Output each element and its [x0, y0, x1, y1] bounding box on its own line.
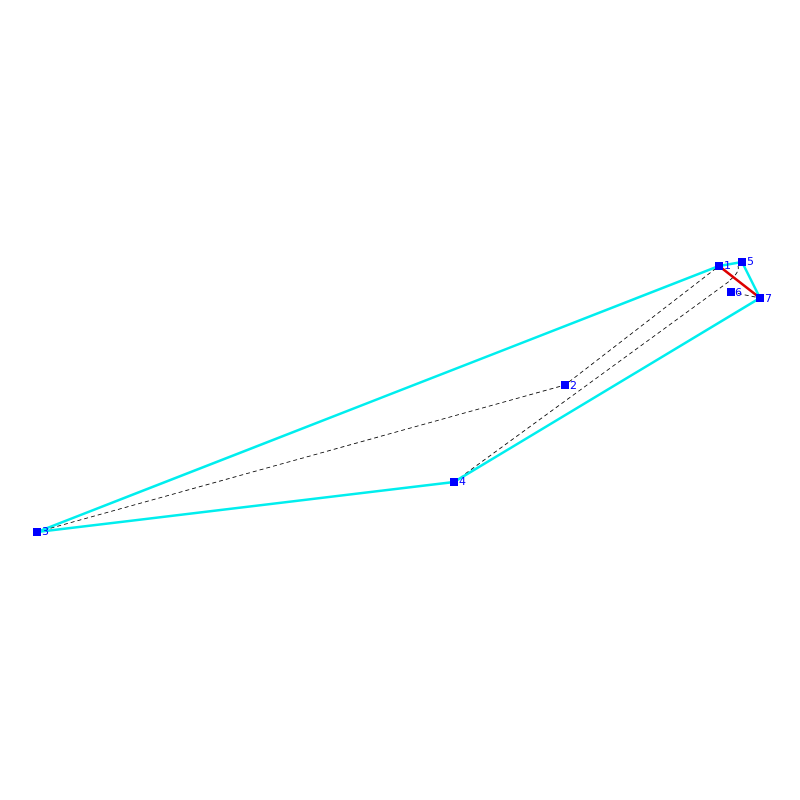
point — [450, 478, 458, 486]
point-label: 5 — [747, 255, 754, 268]
points — [33, 258, 764, 536]
dashed-edge — [730, 291, 761, 299]
labels: 1 2 3 4 5 6 7 — [42, 255, 772, 538]
point — [33, 528, 41, 536]
point — [727, 288, 735, 296]
point — [738, 258, 746, 266]
point — [561, 381, 569, 389]
red-edge — [718, 265, 761, 299]
convex-hull — [36, 260, 762, 534]
point-label: 1 — [724, 259, 731, 272]
point-label: 3 — [42, 525, 49, 538]
point-label: 7 — [765, 292, 772, 305]
point-label: 6 — [735, 286, 742, 299]
dashed-edges — [36, 265, 761, 533]
point — [756, 294, 764, 302]
dashed-edge — [453, 279, 732, 483]
point-label: 2 — [570, 379, 577, 392]
dashed-arc — [729, 265, 739, 281]
point — [715, 262, 723, 270]
point-label: 4 — [459, 475, 466, 488]
